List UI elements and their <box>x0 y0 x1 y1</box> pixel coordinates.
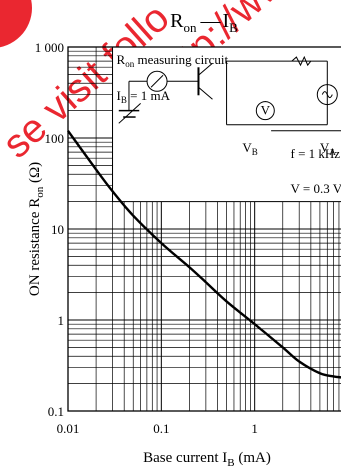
condition-voltage: V = 0.3 V <box>290 181 341 196</box>
ac-wave <box>321 91 333 99</box>
y-axis-label: ON resistance Ron (Ω) <box>27 162 46 296</box>
vb-label-sub: B <box>252 147 258 157</box>
y-tick-label: 1 000 <box>35 40 64 55</box>
condition-frequency: f = 1 kHz <box>290 146 340 161</box>
y-tick-label: 100 <box>45 131 65 146</box>
transistor-collector <box>198 62 213 76</box>
inset-title-sub: on <box>125 59 134 69</box>
inset-title: Ron measuring circuit <box>117 52 229 69</box>
x-axis-label-text: Base current I <box>143 450 227 466</box>
x-axis-label-sub: B <box>227 457 234 469</box>
watermark-red-disc <box>0 0 32 48</box>
y-tick-label: 1 <box>58 313 65 328</box>
ib-label-sub: B <box>121 95 127 105</box>
vb-label: VB <box>242 140 257 157</box>
plot-frame <box>67 46 341 412</box>
x-axis-label-unit: (mA) <box>235 450 271 466</box>
y-axis-label-text: ON resistance R <box>27 198 43 296</box>
inset-title-main: R <box>117 52 126 67</box>
voltmeter-label: V <box>261 103 271 118</box>
va-label-sub: A <box>329 147 336 157</box>
y-tick-label: 0.1 <box>48 404 64 419</box>
battery-adjust-arrow <box>118 103 141 124</box>
y-tick-label: 10 <box>51 222 64 237</box>
va-label: VA <box>320 140 336 157</box>
ac-source-symbol <box>316 84 338 106</box>
vb-label-main: V <box>242 140 252 155</box>
title-second-sub: B <box>229 20 238 35</box>
ib-label-main: I <box>117 88 121 103</box>
y-axis-label-sub: on <box>34 186 46 198</box>
resistor-symbol <box>291 55 312 67</box>
title-second: I <box>223 10 230 32</box>
inset-title-text: measuring circuit <box>134 52 228 67</box>
title-main: R <box>170 10 184 32</box>
ib-label: IB = 1 mA <box>117 88 171 105</box>
x-axis-label: Base current IB (mA) <box>143 450 271 469</box>
title-main-sub: on <box>184 20 198 35</box>
ib-label-text: = 1 mA <box>127 88 171 103</box>
transistor-emitter <box>198 86 213 100</box>
title-dash: — <box>200 10 222 32</box>
x-tick-label: 0.1 <box>153 421 169 436</box>
x-tick-label: 0.01 <box>57 421 80 436</box>
chart-title: Ron — IB <box>170 10 238 35</box>
y-axis-label-unit: (Ω) <box>27 162 43 187</box>
va-label-main: V <box>320 140 330 155</box>
ron-curve <box>67 130 341 379</box>
ammeter-needle <box>150 74 164 88</box>
x-tick-label: 1 <box>251 421 258 436</box>
